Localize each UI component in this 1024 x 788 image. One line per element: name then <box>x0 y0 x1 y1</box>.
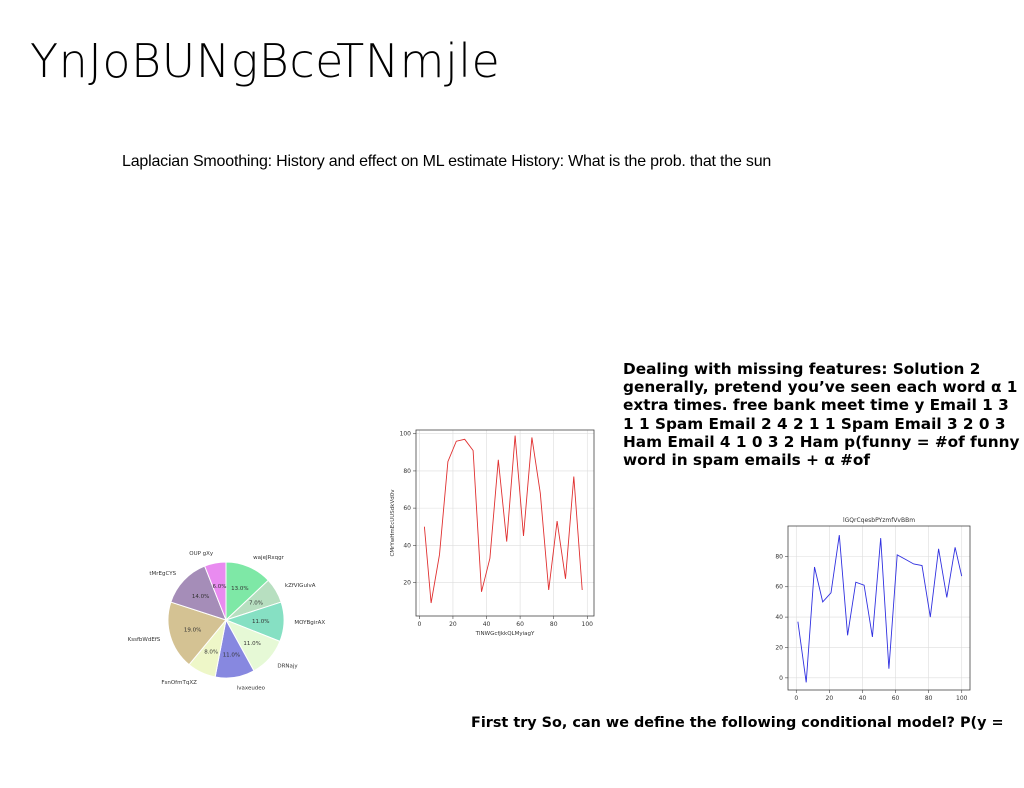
series-line <box>797 535 963 683</box>
pie-pct-label: 13.0% <box>231 586 248 592</box>
series-line <box>423 435 583 604</box>
pie-pct-label: 19.0% <box>184 628 201 634</box>
y-tick-label: 40 <box>775 614 783 621</box>
pie-pct-label: 6.0% <box>212 584 226 590</box>
y-tick-label: 0 <box>779 675 783 682</box>
pie-label: kZfVIGulvA <box>285 583 316 589</box>
x-tick-label: 60 <box>516 621 524 628</box>
y-tick-label: 80 <box>403 468 411 475</box>
y-tick-label: 20 <box>775 644 783 651</box>
pie-slices: 13.0% wajeJRxqgr 7.0% kZfVIGulvA 11.0% MOYBgi… <box>128 551 326 692</box>
pie-pct-label: 7.0% <box>249 600 263 606</box>
x-tick-label: 40 <box>859 695 867 702</box>
x-axis-label: TlNWGcfjkkQLMyiagY <box>475 631 535 637</box>
pie-pct-label: 11.0% <box>223 652 240 658</box>
x-tick-label: 100 <box>582 621 594 628</box>
pie-label: OUP gXy <box>189 551 214 557</box>
pie-pct-label: 8.0% <box>204 649 218 655</box>
pie-slice <box>203 561 227 621</box>
y-tick-label: 100 <box>400 431 412 438</box>
pie-label: KssfbWdEfS <box>128 637 161 643</box>
slide-title: YnJoBUNgBceTNmjle <box>30 34 501 88</box>
red-line-plot: 0 20 40 60 80 100 20 40 60 80 100 TlNWGcfjkkQLMyiag… <box>390 429 595 637</box>
plot-frame <box>415 429 595 617</box>
x-tick-label: 60 <box>892 695 900 702</box>
pie-pct-label: 14.0% <box>192 594 209 600</box>
pie-label: wajeJRxqgr <box>253 555 284 561</box>
x-tick-label: 20 <box>826 695 834 702</box>
pie-slice <box>167 601 227 666</box>
pie-label: DRNajy <box>277 663 298 669</box>
slide-paragraph: Dealing with missing features: Solution … <box>623 360 1020 470</box>
plot-frame <box>787 525 971 691</box>
y-axis-label: CMrYwHmEcUUSdkVd0v <box>390 489 396 557</box>
pie-slice <box>170 565 227 621</box>
blue-line-plot: 0 20 40 60 80 100 0 20 40 60 80 lGQrCqesbPYzmfVvBBm <box>775 517 971 702</box>
y-tick-label: 60 <box>403 505 411 512</box>
x-tick-label: 20 <box>449 621 457 628</box>
chart-title: lGQrCqesbPYzmfVvBBm <box>843 517 915 524</box>
blue-line-chart: 0 20 40 60 80 100 0 20 40 60 80 lGQrCqesbPYzmfVvBBm <box>775 517 971 702</box>
red-line-chart: 0 20 40 60 80 100 20 40 60 80 100 TlNWGcfjkkQLMyiag… <box>390 429 595 637</box>
pie-pct-label: 11.0% <box>252 619 269 625</box>
pie-pct-label: 11.0% <box>243 641 260 647</box>
pie-label: MOYBgirAX <box>294 620 325 626</box>
y-tick-label: 20 <box>403 580 411 587</box>
y-tick-label: 60 <box>775 584 783 591</box>
x-tick-label: 80 <box>550 621 558 628</box>
x-tick-label: 100 <box>956 695 968 702</box>
pie-chart: 13.0% wajeJRxqgr 7.0% kZfVIGulvA 11.0% MOYBgi… <box>128 551 326 692</box>
x-tick-label: 80 <box>925 695 933 702</box>
x-tick-label: 0 <box>794 695 798 702</box>
x-tick-label: 0 <box>417 621 421 628</box>
slide-footer-text: First try So, can we define the followin… <box>471 715 1004 731</box>
pie-label: FsnOfmTqXZ <box>161 680 197 686</box>
y-tick-label: 40 <box>403 542 411 549</box>
pie-label: lvaxeudeo <box>237 686 266 692</box>
slide-subtitle: Laplacian Smoothing: History and effect … <box>122 153 772 170</box>
y-tick-label: 80 <box>775 553 783 560</box>
x-tick-label: 40 <box>483 621 491 628</box>
pie-label: tMrEgCYS <box>149 571 176 577</box>
